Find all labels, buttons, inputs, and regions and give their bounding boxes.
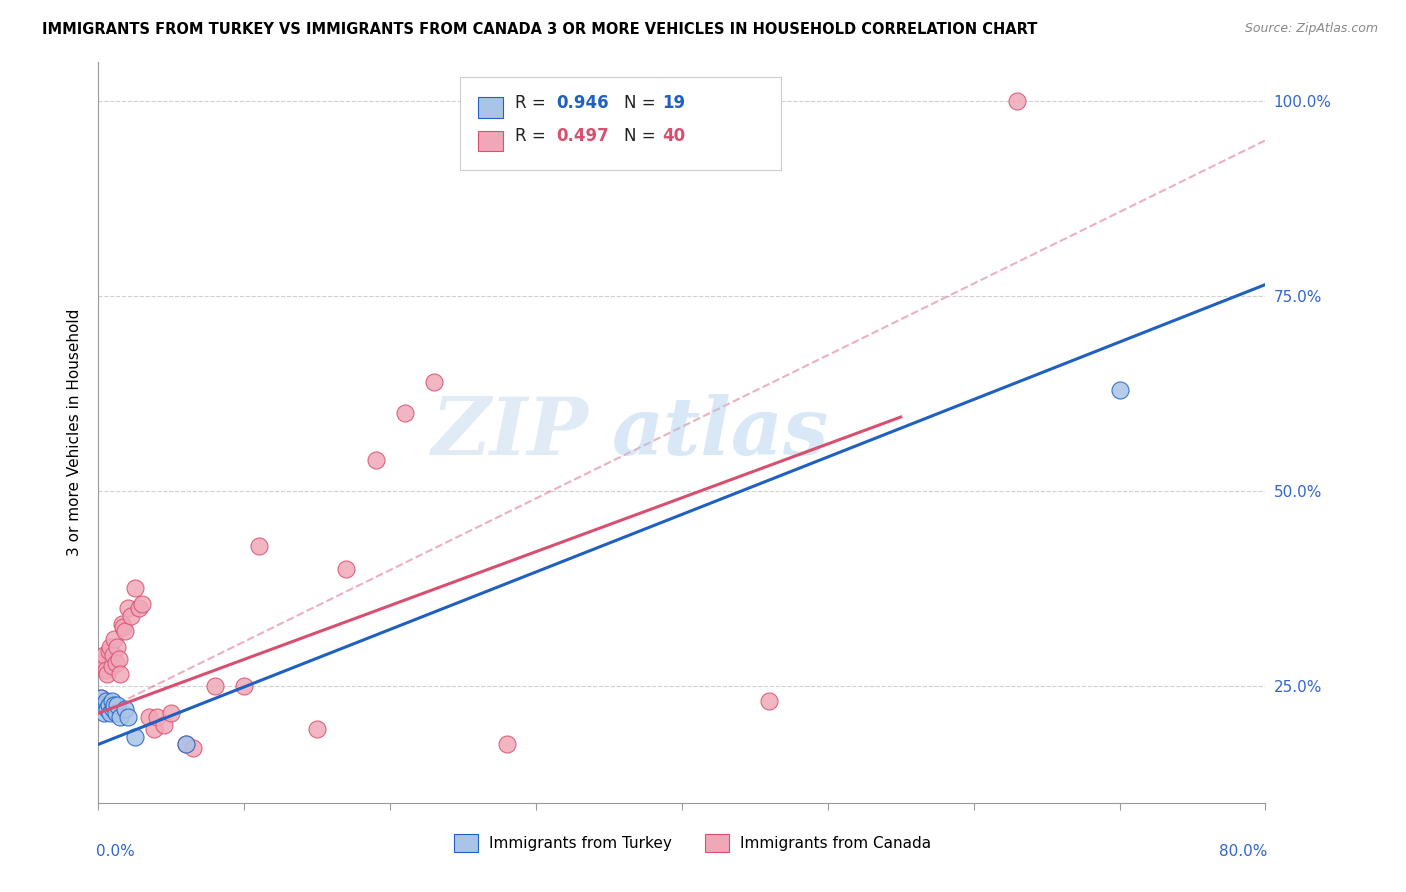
Text: N =: N =	[624, 128, 661, 145]
Point	[98, 640, 121, 654]
Text: 40: 40	[662, 128, 685, 145]
Point	[91, 698, 114, 713]
Point	[307, 722, 329, 736]
FancyBboxPatch shape	[454, 834, 478, 853]
Point	[98, 706, 121, 721]
Point	[758, 694, 780, 708]
Point	[110, 710, 132, 724]
Point	[1108, 383, 1130, 397]
Point	[90, 690, 112, 705]
Point	[93, 648, 115, 662]
Point	[110, 667, 132, 681]
Text: IMMIGRANTS FROM TURKEY VS IMMIGRANTS FROM CANADA 3 OR MORE VEHICLES IN HOUSEHOLD: IMMIGRANTS FROM TURKEY VS IMMIGRANTS FRO…	[42, 22, 1038, 37]
Point	[91, 656, 114, 670]
Point	[124, 730, 146, 744]
Point	[93, 706, 115, 721]
Text: Immigrants from Turkey: Immigrants from Turkey	[489, 836, 672, 851]
Point	[101, 702, 124, 716]
Point	[112, 620, 135, 634]
Text: 0.0%: 0.0%	[96, 844, 135, 858]
Point	[97, 644, 120, 658]
Point	[96, 667, 118, 681]
Point	[204, 679, 226, 693]
Text: 0.946: 0.946	[555, 95, 609, 112]
Point	[103, 698, 125, 713]
Point	[423, 375, 446, 389]
Point	[117, 601, 139, 615]
Text: 80.0%: 80.0%	[1219, 844, 1268, 858]
Point	[111, 616, 134, 631]
FancyBboxPatch shape	[478, 130, 503, 152]
Point	[138, 710, 160, 724]
Text: atlas: atlas	[612, 394, 830, 471]
Point	[94, 663, 117, 677]
FancyBboxPatch shape	[460, 78, 782, 169]
Point	[233, 679, 256, 693]
Point	[153, 718, 176, 732]
Text: 19: 19	[662, 95, 685, 112]
Point	[131, 597, 153, 611]
Point	[97, 698, 120, 713]
Point	[104, 706, 127, 721]
Point	[96, 702, 118, 716]
Point	[120, 608, 142, 623]
Point	[146, 710, 169, 724]
Point	[496, 737, 519, 751]
Point	[1007, 95, 1029, 109]
Point	[101, 648, 124, 662]
Text: ZIP: ZIP	[432, 394, 589, 471]
Point	[108, 651, 131, 665]
Point	[181, 741, 204, 756]
Point	[114, 624, 136, 639]
Point	[100, 659, 122, 673]
Text: R =: R =	[515, 128, 551, 145]
Point	[247, 539, 270, 553]
Point	[394, 406, 416, 420]
Point	[335, 562, 357, 576]
Point	[117, 710, 139, 724]
Text: N =: N =	[624, 95, 661, 112]
Point	[174, 737, 197, 751]
Point	[160, 706, 183, 721]
Point	[174, 737, 197, 751]
Text: R =: R =	[515, 95, 551, 112]
Point	[128, 601, 150, 615]
Text: Source: ZipAtlas.com: Source: ZipAtlas.com	[1244, 22, 1378, 36]
Point	[103, 632, 125, 647]
Text: 0.497: 0.497	[555, 128, 609, 145]
Point	[142, 722, 165, 736]
Point	[100, 694, 122, 708]
FancyBboxPatch shape	[706, 834, 728, 853]
Point	[90, 690, 112, 705]
Point	[114, 702, 136, 716]
FancyBboxPatch shape	[478, 97, 503, 118]
Point	[124, 582, 146, 596]
Point	[364, 453, 387, 467]
Point	[94, 694, 117, 708]
Text: Immigrants from Canada: Immigrants from Canada	[741, 836, 931, 851]
Point	[104, 656, 127, 670]
Point	[105, 698, 128, 713]
Point	[105, 640, 128, 654]
Y-axis label: 3 or more Vehicles in Household: 3 or more Vehicles in Household	[67, 309, 83, 557]
